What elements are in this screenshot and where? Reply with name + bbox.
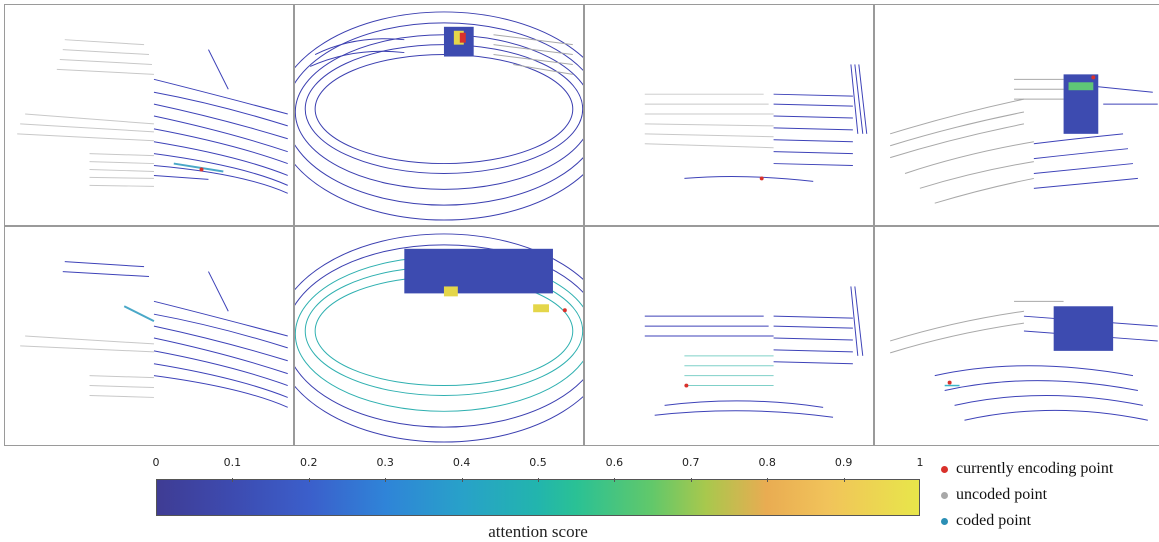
colorbar-tick-label: 0.6 [605,456,624,469]
colorbar-tick [385,478,386,482]
colorbar-tick [462,478,463,482]
red-dot-icon [941,466,948,473]
colorbar-tick-label: 0.7 [682,456,700,469]
teal-dot-icon [941,518,948,525]
colorbar-tick [309,478,310,482]
colorbar-tick-label: 0 [152,456,160,469]
colorbar-tick-label: 0.1 [223,456,242,469]
point-cloud-grid [4,4,1159,446]
point-cloud-r2-c3 [644,286,864,418]
point-cloud-r1-c1 [17,39,288,194]
colorbar-tick-label: 1 [916,456,924,469]
legend: currently encoding point uncoded point c… [941,459,1156,537]
point-cloud-r1-c2 [295,11,583,221]
panel-r2-c4 [874,226,1159,446]
colorbar-tick [767,478,768,482]
point-cloud-r2-c4 [890,300,1158,421]
panel-r2-c2 [294,226,584,446]
colorbar-tick-label: 0.2 [300,456,318,469]
colorbar-tick [691,478,692,482]
panel-r1-c4 [874,4,1159,226]
colorbar-tick [614,478,615,482]
point-cloud-r1-c4 [890,74,1158,204]
legend-label: coded point [956,512,1032,529]
colorbar-tick [538,478,539,482]
colorbar-tick [232,478,233,482]
colorbar-tick-label: 0.8 [758,456,776,469]
legend-label: uncoded point [956,486,1048,503]
legend-item-uncoded: uncoded point [941,485,1156,511]
colorbar-tick-label: 0.3 [376,456,394,469]
colorbar-tick-label: 0.9 [834,456,853,469]
legend-label: currently encoding point [956,460,1114,477]
colorbar-gradient [156,479,920,516]
colorbar-tick-label: 0.4 [452,456,471,469]
point-cloud-r2-c1 [20,261,288,408]
legend-item-coded: coded point [941,511,1156,537]
colorbar: 0 0.1 0.2 0.3 0.4 0.5 0.6 0.7 0.8 0.9 1 … [152,456,924,541]
gray-dot-icon [941,492,948,499]
panel-r1-c1 [4,4,294,226]
point-cloud-r1-c3 [644,64,868,182]
legend-item-current: currently encoding point [941,459,1156,485]
panel-r2-c1 [4,226,294,446]
colorbar-tick [844,478,845,482]
colorbar-title: attention score [488,522,588,541]
colorbar-tick-label: 0.5 [529,456,547,469]
panel-r1-c3 [584,4,874,226]
point-cloud-r2-c2 [295,233,583,443]
panel-r2-c3 [584,226,874,446]
panel-r1-c2 [294,4,584,226]
